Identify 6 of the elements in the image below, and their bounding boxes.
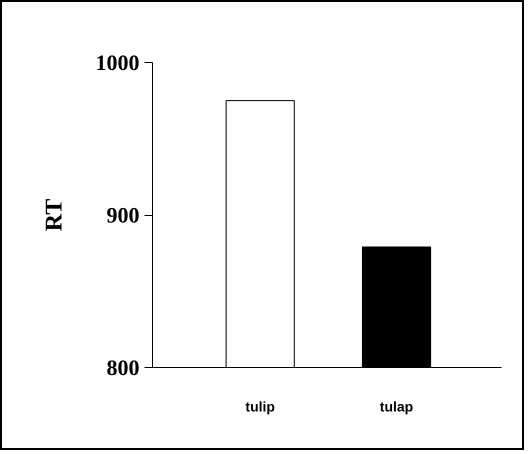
x-tick-label: tulip — [245, 398, 275, 414]
y-tick-label: 800 — [106, 355, 140, 380]
y-tick-label: 1000 — [96, 50, 140, 75]
x-tick-label: tulap — [380, 398, 414, 414]
y-axis-title: RT — [42, 198, 68, 232]
y-tick-label: 900 — [106, 202, 140, 228]
